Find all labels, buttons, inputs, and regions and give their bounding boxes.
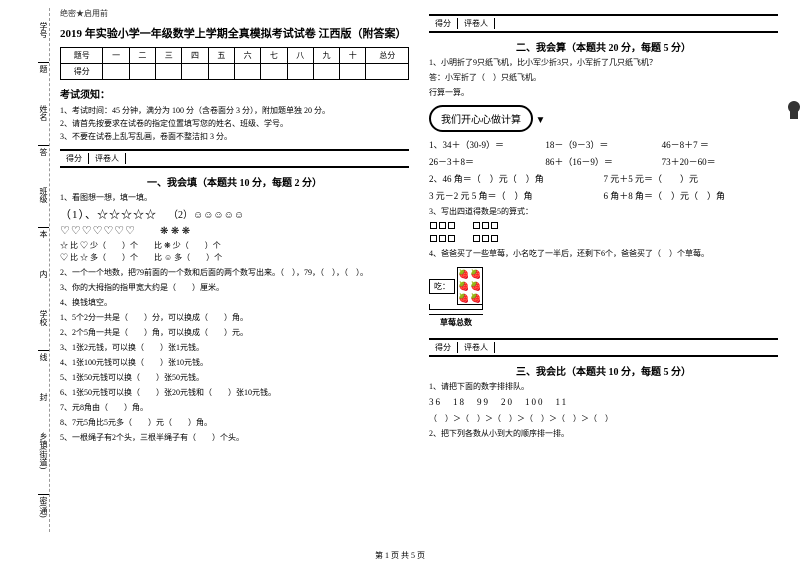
grader-box: 得分评卷人 xyxy=(60,149,409,168)
strawberry-grid: 🍓🍓 🍓🍓 🍓🍓 xyxy=(457,267,483,305)
q4-2: 2、2个5角一共是（ ）角，可以换成（ ）元。 xyxy=(60,327,409,339)
right-column: 得分评卷人 二、我会算（本题共 20 分，每题 5 分） 1、小明折了9只纸飞机… xyxy=(419,8,788,532)
grader-box-2: 得分评卷人 xyxy=(429,14,778,33)
binding-spine: 学号题 姓名答 班级本 内 学校线 封 乡镇(街道)密(通) xyxy=(12,8,50,532)
arrow-down-icon: ▼ xyxy=(536,115,546,126)
eq-row-3: 2、46 角＝（ ）元（ ）角7 元＋5 元＝（ ）元 xyxy=(429,172,778,185)
eq-row-2: 26－3＋8＝86＋（16－9）＝73＋20－60＝ xyxy=(429,155,778,168)
calc-box-text: 我们开心心做计算 xyxy=(429,105,533,132)
hearts-row: ♡♡♡♡♡♡♡ xyxy=(60,225,136,237)
page-footer: 第 1 页 共 5 页 xyxy=(0,550,800,561)
q4-3: 3、1张2元钱，可以换（ ）张1元钱。 xyxy=(60,342,409,354)
notice-item: 2、请首先按要求在试卷的指定位置填写您的姓名、班级、学号。 xyxy=(60,118,409,129)
s3-q1: 1、请把下面的数字排排队。 xyxy=(429,381,778,393)
section-2-title: 二、我会算（本题共 20 分，每题 5 分） xyxy=(429,39,778,54)
notice-item: 3、不要在试卷上乱写乱画，卷面不整洁扣 3 分。 xyxy=(60,131,409,142)
q4: 4、换钱填空。 xyxy=(60,297,409,309)
q4-6: 6、1张50元钱可以换（ ）张20元钱和（ ）张10元钱。 xyxy=(60,387,409,399)
strawberry-diagram: 吃： 🍓🍓 🍓🍓 🍓🍓 草莓总数 xyxy=(429,267,483,328)
eq-row-4: 3 元－2 元 5 角＝（ ）角6 角＋8 角＝（ ）元（ ）角 xyxy=(429,189,778,202)
stars-row: （1）、☆☆☆☆☆ xyxy=(60,209,157,221)
q4-5: 5、1张50元钱可以换（ ）张50元钱。 xyxy=(60,372,409,384)
section-1-title: 一、我会填（本题共 10 分，每题 2 分） xyxy=(60,174,409,189)
s2-q4: 4、爸爸买了一些草莓，小名吃了一半后，还剩下6个，爸爸买了（ ）个草莓。 xyxy=(429,248,778,260)
secret-label: 绝密★启用前 xyxy=(60,8,409,19)
spine-field-class: 班级本 xyxy=(12,183,49,242)
cartoon-icon xyxy=(782,97,800,121)
strawberry-total-label: 草莓总数 xyxy=(429,314,483,328)
square-blanks-1 xyxy=(429,221,778,232)
notice-title: 考试须知： xyxy=(60,86,409,101)
spine-field-name: 姓名答 xyxy=(12,101,49,160)
q4-1: 1、5个2分一共是（ ）分，可以换成（ ）角。 xyxy=(60,312,409,324)
calc-banner: 我们开心心做计算 ▼ xyxy=(429,105,778,132)
s2-q1: 1、小明折了9只纸飞机，比小军少折3只，小军折了几只纸飞机？ xyxy=(429,57,778,69)
eq-row-1: 1、34＋（30-9）＝18－（9－3）＝46－8＋7 ＝ xyxy=(429,138,778,151)
exam-title: 2019 年实验小学一年级数学上学期全真模拟考试试卷 江西版（附答案） xyxy=(60,25,409,41)
q5: 5、一根绳子有2个头，三根半绳子有（ ）个头。 xyxy=(60,432,409,444)
q2: 2、一个一个地数，把79前面的一个数和后面的两个数写出来。（ ），79，（ ），… xyxy=(60,267,409,279)
eat-label: 吃： xyxy=(429,279,455,294)
compare-blanks: （ ）＞（ ）＞（ ）＞（ ）＞（ ）＞（ ） xyxy=(429,413,778,425)
score-table: 题号一二三四五六七八九十总分 得分 xyxy=(60,47,409,80)
number-list: 36 18 99 20 100 11 xyxy=(429,396,778,410)
flower-row: ❋ ❋ ❋ xyxy=(160,226,190,237)
score-value-row: 得分 xyxy=(61,64,409,80)
s2-q1-expr: 行算一算。 xyxy=(429,87,778,99)
spine-field-id: 学号题 xyxy=(12,18,49,77)
q3: 3、你的大拇指的指甲宽大约是（ ）厘米。 xyxy=(60,282,409,294)
q4-8: 8、7元5角比5元多（ ）元（ ）角。 xyxy=(60,417,409,429)
spine-mark-seal: 封 xyxy=(12,389,49,405)
left-column: 绝密★启用前 2019 年实验小学一年级数学上学期全真模拟考试试卷 江西版（附答… xyxy=(50,8,419,532)
q1-shapes: （1）、☆☆☆☆☆ （2）☺☺☺☺☺ ♡♡♡♡♡♡♡ ❋ ❋ ❋ ☆ 比 ♡ 少… xyxy=(60,207,409,264)
strawberry-icon: 🍓 xyxy=(458,280,470,292)
spine-field-town: 乡镇(街道)密(通) xyxy=(12,428,49,522)
strawberry-icon: 🍓 xyxy=(470,268,482,280)
square-blanks-2 xyxy=(429,234,778,245)
notice-item: 1、考试时间：45 分钟，满分为 100 分（含卷面分 3 分），附加题单独 2… xyxy=(60,105,409,116)
spine-mark-inner: 内 xyxy=(12,266,49,282)
q4-4: 4、1张100元钱可以换（ ）张10元钱。 xyxy=(60,357,409,369)
s3-q2: 2、把下列各数从小到大的顺序排一排。 xyxy=(429,428,778,440)
strawberry-icon: 🍓 xyxy=(458,292,470,304)
s2-q1-ans: 答：小军折了（ ）只纸飞机。 xyxy=(429,72,778,84)
score-header-row: 题号一二三四五六七八九十总分 xyxy=(61,48,409,64)
notice-list: 1、考试时间：45 分钟，满分为 100 分（含卷面分 3 分），附加题单独 2… xyxy=(60,105,409,143)
spine-field-school: 学校线 xyxy=(12,306,49,365)
smiley-row: （2）☺☺☺☺☺ xyxy=(173,210,244,221)
s2-q3: 3、写出四道得数是5的算式： xyxy=(429,206,778,218)
q4-7: 7、元8角由（ ）角。 xyxy=(60,402,409,414)
q1: 1、看图想一想，填一填。 xyxy=(60,192,409,204)
strawberry-icon: 🍓 xyxy=(470,292,482,304)
grader-box-3: 得分评卷人 xyxy=(429,338,778,357)
strawberry-icon: 🍓 xyxy=(458,268,470,280)
section-3-title: 三、我会比（本题共 10 分，每题 5 分） xyxy=(429,363,778,378)
strawberry-icon: 🍓 xyxy=(470,280,482,292)
